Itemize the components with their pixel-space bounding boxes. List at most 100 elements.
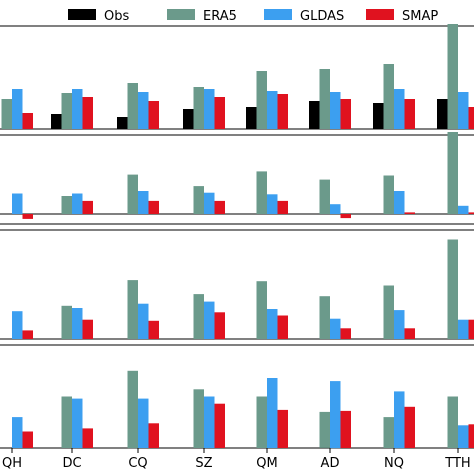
bar-gldas-ad bbox=[330, 92, 341, 129]
legend-label-smap: SMAP bbox=[402, 9, 438, 24]
bar-era5-sz bbox=[193, 294, 204, 339]
bar-gldas-qh bbox=[12, 89, 23, 129]
bar-era5-nq bbox=[383, 285, 394, 339]
bar-gldas-cq bbox=[138, 398, 149, 448]
bar-gldas-tth bbox=[458, 425, 469, 448]
bar-smap-qm bbox=[277, 409, 288, 448]
bar-era5-tth bbox=[447, 132, 458, 214]
bar-gldas-dc bbox=[72, 398, 83, 448]
bar-smap-sz bbox=[214, 312, 225, 340]
bar-era5-dc bbox=[61, 396, 72, 448]
bar-era5-ad bbox=[319, 179, 330, 214]
bar-gldas-sz bbox=[204, 396, 215, 448]
bar-era5-sz bbox=[193, 389, 204, 448]
bar-smap-sz bbox=[214, 403, 225, 448]
bar-gldas-qm bbox=[267, 194, 278, 214]
legend-item-era5: ERA5 bbox=[167, 9, 237, 24]
bar-gldas-dc bbox=[72, 193, 83, 214]
bar-gldas-dc bbox=[72, 89, 83, 129]
bar-era5-dc bbox=[61, 196, 72, 214]
x-tick-label-sz: SZ bbox=[195, 456, 212, 471]
bar-smap-qh bbox=[22, 113, 33, 129]
legend-item-gldas: GLDAS bbox=[264, 9, 344, 24]
bar-gldas-qh bbox=[12, 417, 23, 448]
bar-smap-nq bbox=[404, 212, 415, 214]
bar-smap-ad bbox=[340, 99, 351, 129]
bar-smap-cq bbox=[148, 423, 159, 448]
bar-gldas-ad bbox=[330, 318, 341, 339]
bar-obs-cq bbox=[117, 117, 128, 129]
legend-item-obs: Obs bbox=[68, 9, 129, 24]
bar-era5-cq bbox=[127, 83, 138, 129]
bar-era5-qm bbox=[256, 281, 267, 339]
x-tick-labels: QH DC CQ SZ QM AD NQ TTH bbox=[2, 448, 471, 471]
bar-smap-cq bbox=[148, 101, 159, 129]
bar-obs-sz bbox=[183, 109, 194, 129]
bar-gldas-tth bbox=[458, 92, 469, 129]
bar-era5-tth bbox=[447, 396, 458, 448]
chart-panels bbox=[0, 24, 474, 449]
bar-gldas-cq bbox=[138, 303, 149, 339]
bar-smap-sz bbox=[214, 97, 225, 129]
bar-era5-cq bbox=[127, 174, 138, 214]
bar-gldas-dc bbox=[72, 308, 83, 339]
bar-gldas-qh bbox=[12, 193, 23, 214]
bar-era5-cq bbox=[127, 280, 138, 339]
bar-smap-dc bbox=[82, 319, 93, 339]
bar-obs-ad bbox=[309, 101, 320, 129]
bar-smap-qm bbox=[277, 94, 288, 129]
x-tick-label-ad: AD bbox=[321, 456, 340, 471]
bar-smap-nq bbox=[404, 99, 415, 129]
bar-era5-cq bbox=[127, 370, 138, 449]
bar-smap-tth bbox=[468, 319, 474, 339]
legend-item-smap: SMAP bbox=[366, 9, 438, 24]
bar-obs-dc bbox=[51, 114, 62, 129]
panel-3 bbox=[0, 229, 474, 340]
bar-smap-qh bbox=[22, 330, 33, 339]
bar-smap-tth bbox=[468, 107, 474, 129]
bar-gldas-qm bbox=[267, 309, 278, 339]
bar-smap-cq bbox=[148, 320, 159, 339]
bar-gldas-ad bbox=[330, 204, 341, 214]
bar-era5-tth bbox=[447, 24, 458, 129]
bar-smap-nq bbox=[404, 328, 415, 339]
bar-smap-qh bbox=[22, 214, 33, 219]
panel-2 bbox=[0, 132, 474, 225]
bar-smap-tth bbox=[468, 212, 474, 214]
bar-smap-dc bbox=[82, 200, 93, 214]
legend-swatch-obs bbox=[68, 9, 96, 20]
legend-swatch-gldas bbox=[264, 9, 292, 20]
bar-obs-tth bbox=[437, 99, 448, 129]
x-tick-label-tth: TTH bbox=[444, 456, 470, 471]
bar-gldas-tth bbox=[458, 319, 469, 339]
panel-4 bbox=[0, 344, 474, 449]
bar-era5-nq bbox=[383, 64, 394, 129]
x-tick-label-nq: NQ bbox=[384, 456, 404, 471]
legend-label-gldas: GLDAS bbox=[300, 9, 344, 24]
bar-smap-nq bbox=[404, 406, 415, 448]
bar-gldas-qh bbox=[12, 311, 23, 339]
bar-gldas-ad bbox=[330, 381, 341, 449]
bar-era5-dc bbox=[61, 305, 72, 339]
legend-swatch-era5 bbox=[167, 9, 195, 20]
bar-gldas-nq bbox=[394, 89, 405, 129]
bar-smap-qh bbox=[22, 431, 33, 448]
x-tick-label-qh: QH bbox=[2, 456, 22, 471]
bar-era5-tth bbox=[447, 239, 458, 339]
bar-gldas-nq bbox=[394, 391, 405, 449]
bar-gldas-nq bbox=[394, 191, 405, 214]
bar-gldas-qm bbox=[267, 91, 278, 129]
bar-smap-ad bbox=[340, 214, 351, 219]
x-tick-label-dc: DC bbox=[62, 456, 81, 471]
bar-smap-sz bbox=[214, 200, 225, 214]
panel-1 bbox=[0, 24, 474, 130]
bar-era5-dc bbox=[61, 93, 72, 129]
legend: Obs ERA5 GLDAS SMAP bbox=[68, 9, 438, 24]
legend-label-obs: Obs bbox=[104, 9, 129, 24]
bar-smap-qm bbox=[277, 315, 288, 339]
bar-era5-qm bbox=[256, 171, 267, 214]
legend-label-era5: ERA5 bbox=[203, 9, 237, 24]
bar-gldas-sz bbox=[204, 301, 215, 339]
bar-gldas-cq bbox=[138, 191, 149, 214]
bar-era5-sz bbox=[193, 186, 204, 214]
